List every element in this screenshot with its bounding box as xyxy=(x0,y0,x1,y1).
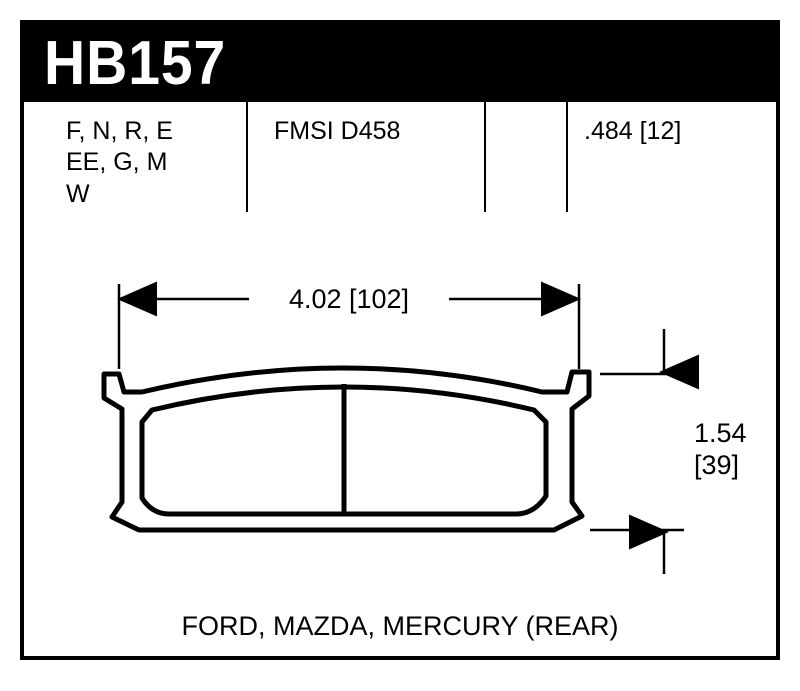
brake-pad-shape xyxy=(104,368,589,530)
spec-row: F, N, R, E EE, G, M W FMSI D458 .484 [12… xyxy=(24,102,776,212)
brake-pad-diagram: 4.02 [102] 1.54 [39] xyxy=(24,214,776,574)
fmsi-value: FMSI D458 xyxy=(274,116,400,147)
spec-frame: HB157 F, N, R, E EE, G, M W FMSI D458 .4… xyxy=(20,20,780,660)
thickness-column: .484 [12] xyxy=(584,116,681,147)
divider xyxy=(566,102,568,212)
height-dimension: 1.54 [39] xyxy=(590,329,747,574)
compounds-column: F, N, R, E EE, G, M W xyxy=(66,116,236,210)
application-footer: FORD, MAZDA, MERCURY (REAR) xyxy=(24,611,776,642)
width-dimension: 4.02 [102] xyxy=(119,284,579,369)
height-label-1: 1.54 xyxy=(694,418,747,448)
title-bar: HB157 xyxy=(24,24,776,102)
compounds-line: EE, G, M xyxy=(66,147,236,178)
part-number: HB157 xyxy=(44,28,226,99)
width-label: 4.02 [102] xyxy=(289,284,409,314)
divider xyxy=(484,102,486,212)
diagram-svg: 4.02 [102] 1.54 [39] xyxy=(24,214,776,574)
height-label-2: [39] xyxy=(694,450,739,480)
compounds-line: F, N, R, E xyxy=(66,116,236,147)
compounds-line: W xyxy=(66,179,236,210)
thickness-value: .484 [12] xyxy=(584,116,681,147)
fmsi-column: FMSI D458 xyxy=(274,116,400,147)
divider xyxy=(246,102,248,212)
